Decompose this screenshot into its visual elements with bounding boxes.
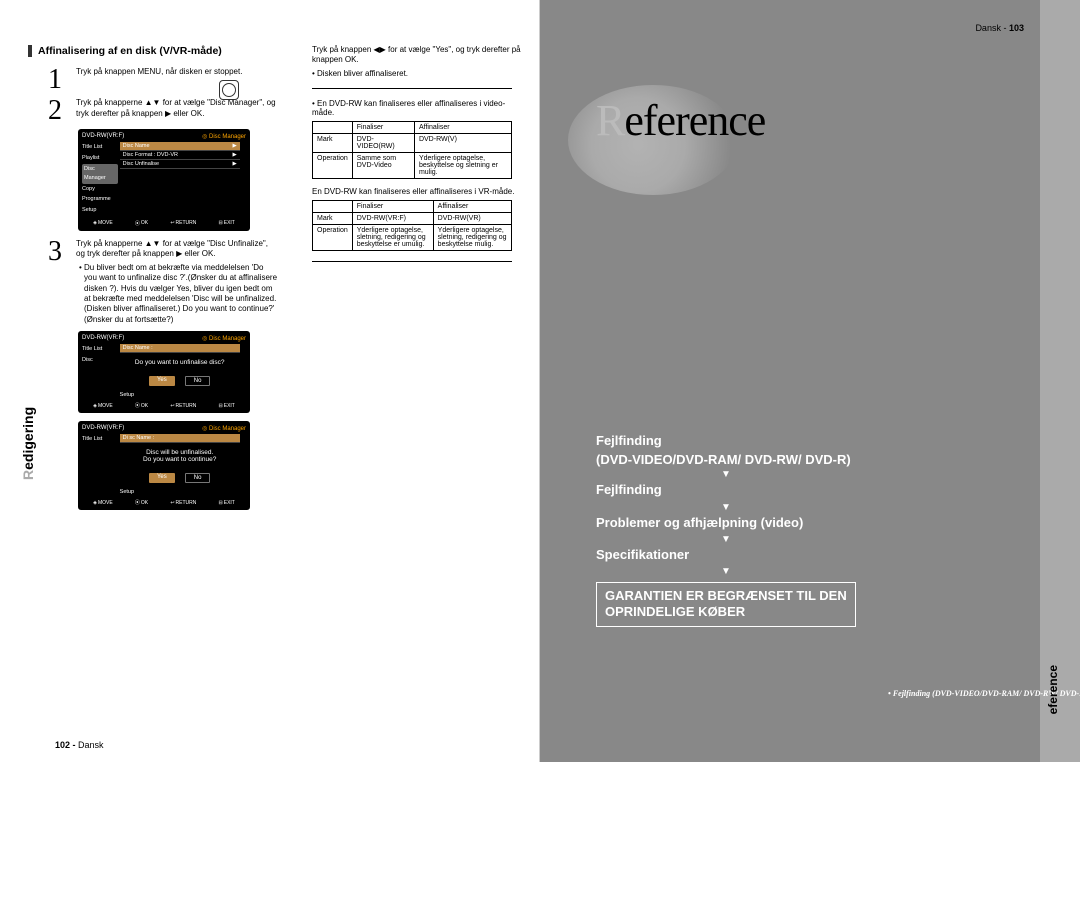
yes-button: Yes — [149, 473, 175, 483]
sidebar-item: Title List — [82, 142, 118, 153]
screen-content: Disc Name▶ Disc Format : DVD-VR▶ Disc Un… — [120, 142, 240, 169]
side-tab — [1040, 0, 1080, 762]
nav-item: Fejlfinding — [596, 433, 856, 449]
step-2: 2 Tryk på knapperne ▲▼ for at vælge "Dis… — [48, 98, 278, 123]
divider — [312, 88, 512, 89]
table-vr-mode: FinaliserAffinaliser MarkDVD-RW(VR:F)DVD… — [312, 200, 512, 251]
toc: • Fejlfinding (DVD-VIDEO/DVD-RAM/ DVD-RW… — [888, 689, 1080, 922]
step-text: Tryk på knappen MENU, når disken er stop… — [76, 67, 278, 77]
step-text: Tryk på knapperne ▲▼ for at vælge "Disc … — [76, 98, 278, 119]
page-102: Affinalisering af en disk (V/VR-måde) 1 … — [0, 0, 540, 762]
sidebar-item: Title List — [82, 434, 118, 445]
sidebar-item: Copy — [82, 184, 118, 195]
bullet: • En DVD-RW kan finaliseres eller affina… — [312, 99, 522, 117]
nav-item: Specifikationer — [596, 547, 856, 563]
toc-row: • Problemer og afhjælpning (video)106 — [888, 891, 1080, 909]
reference-title: Reference — [596, 95, 765, 146]
step-text: Tryk på knapperne ▲▼ for at vælge "Disc … — [76, 239, 278, 260]
page-footer-right: Dansk - 103 — [975, 23, 1024, 33]
toc-row: • Specifikationer107 — [888, 911, 1080, 920]
sidebar-item: Disc — [82, 355, 118, 366]
left-page-right-column: Tryk på knappen ◀▶ for at vælge "Yes", o… — [312, 45, 522, 272]
no-button: No — [185, 473, 211, 483]
down-arrow-icon: ▼ — [596, 469, 856, 480]
down-arrow-icon: ▼ — [596, 566, 856, 577]
toc-row: • Fejlfinding105 — [888, 880, 1080, 889]
screen-footer: ◈ MOVE ⦿ OK ↩ RETURN ⊟ EXIT — [82, 220, 246, 227]
screen-mock-3: DVD-RW(VR:F) ◎ Disc Manager Title List D… — [78, 421, 250, 510]
step-number: 2 — [48, 98, 72, 123]
page-spread: Affinalisering af en disk (V/VR-måde) 1 … — [0, 0, 1080, 762]
screen-hdr-right: ◎ Disc Manager — [202, 133, 246, 140]
screen-hdr-right: ◎ Disc Manager — [202, 335, 246, 342]
screen-hdr-right: ◎ Disc Manager — [202, 425, 246, 432]
nav-highlight-box: GARANTIEN ER BEGRÆNSET TIL DEN OPRINDELI… — [596, 582, 856, 627]
paragraph: Tryk på knappen ◀▶ for at vælge "Yes", o… — [312, 45, 522, 66]
down-arrow-icon: ▼ — [596, 534, 856, 545]
step-3: 3 Tryk på knapperne ▲▼ for at vælge "Dis… — [48, 239, 278, 325]
nav-item: Fejlfinding — [596, 482, 856, 498]
step-bullet: • Du bliver bedt om at bekræfte via medd… — [84, 263, 278, 325]
step-number: 1 — [48, 67, 72, 92]
nav-item: Problemer og afhjælpning (video) — [596, 515, 856, 531]
section-bar-icon — [28, 45, 32, 57]
down-arrow-icon: ▼ — [596, 502, 856, 513]
divider — [312, 261, 512, 262]
sidebar-item: Disc Manager — [82, 164, 118, 184]
disc-icon — [219, 80, 239, 100]
sidebar-item: Playlist — [82, 153, 118, 164]
page-103: Reference Fejlfinding (DVD-VIDEO/DVD-RAM… — [540, 0, 1080, 762]
sidebar-item: Setup — [82, 205, 118, 216]
step-1: 1 Tryk på knappen MENU, når disken er st… — [48, 67, 278, 92]
screen-mock-2: DVD-RW(VR:F) ◎ Disc Manager Title List D… — [78, 331, 250, 413]
yes-button: Yes — [149, 376, 175, 386]
vertical-label-left: Redigering — [20, 407, 36, 480]
screen-sidebar: Title List Playlist Disc Manager Copy Pr… — [82, 142, 118, 216]
dialog-text: Disc will be unfinalised. Do you want to… — [120, 443, 240, 469]
table-video-mode: FinaliserAffinaliser MarkDVD-VIDEO(RW)DV… — [312, 121, 512, 179]
dialog-text: Do you want to unfinalise disc? — [120, 353, 240, 372]
screen-hdr-left: DVD-RW(VR:F) — [82, 425, 124, 432]
sidebar-item: Title List — [82, 344, 118, 355]
screen-mock-1: DVD-RW(VR:F) ◎ Disc Manager Title List P… — [78, 129, 250, 231]
setup-label: Setup — [120, 392, 240, 398]
screen-hdr-left: DVD-RW(VR:F) — [82, 133, 124, 140]
bullet: • Disken bliver affinaliseret. — [312, 69, 522, 78]
vertical-label-right: Reference — [1046, 665, 1060, 723]
step-number: 3 — [48, 239, 72, 264]
chapter-nav: Fejlfinding (DVD-VIDEO/DVD-RAM/ DVD-RW/ … — [596, 433, 856, 627]
setup-label: Setup — [120, 489, 240, 495]
paragraph: En DVD-RW kan finaliseres eller affinali… — [312, 187, 522, 196]
nav-sub: (DVD-VIDEO/DVD-RAM/ DVD-RW/ DVD-R) — [596, 452, 856, 467]
screen-hdr-left: DVD-RW(VR:F) — [82, 335, 124, 342]
section-title: Affinalisering af en disk (V/VR-måde) — [38, 45, 222, 57]
page-footer-left: 102 - Dansk — [55, 740, 104, 750]
no-button: No — [185, 376, 211, 386]
sidebar-item: Programme — [82, 194, 118, 205]
